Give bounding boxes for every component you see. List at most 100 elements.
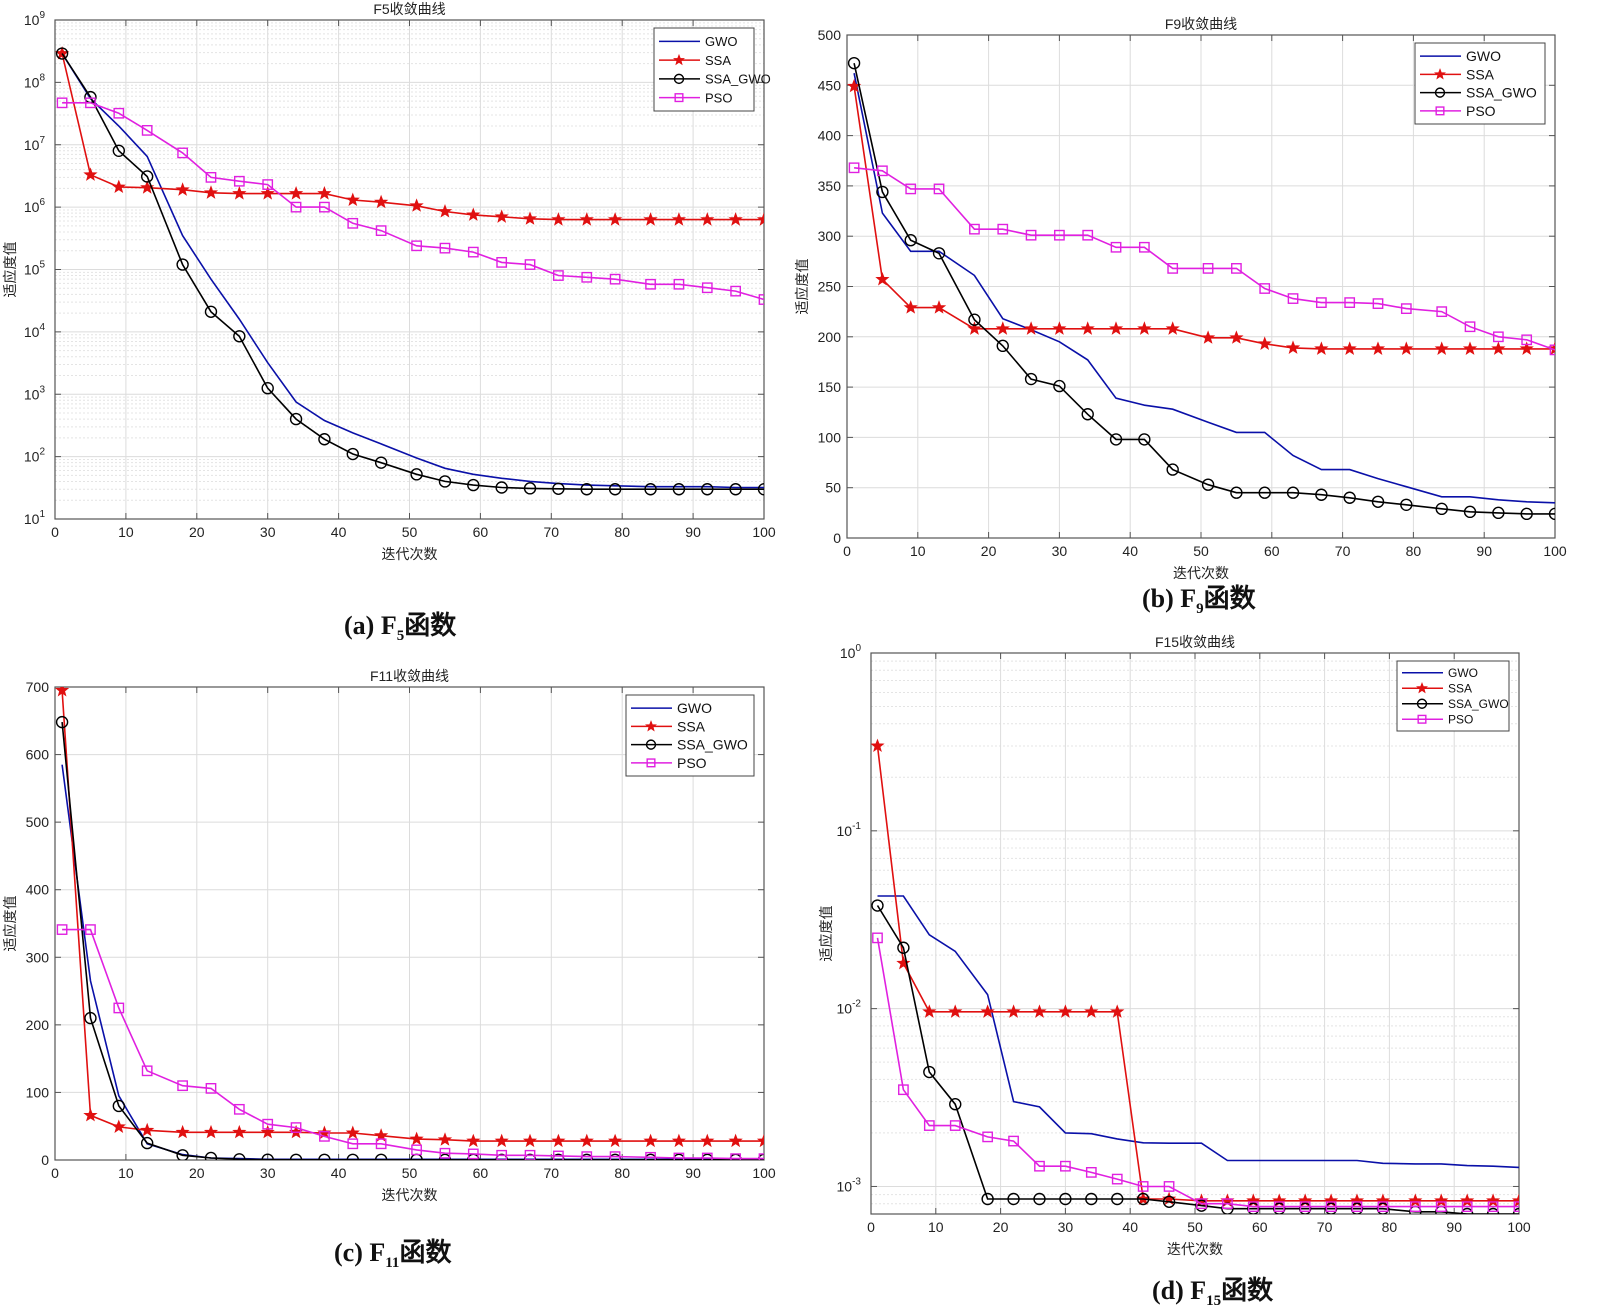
x-tick-label: 90 xyxy=(1446,1219,1462,1235)
marker-circle xyxy=(1033,1192,1046,1206)
marker-circle xyxy=(1258,486,1271,499)
legend-item-pso: PSO xyxy=(659,90,732,105)
marker-star xyxy=(175,1124,190,1139)
marker-star xyxy=(671,1133,686,1148)
marker-star xyxy=(1137,321,1152,335)
y-tick-label: 200 xyxy=(26,1017,50,1033)
x-tick-label: 80 xyxy=(614,1165,630,1181)
series-ssa xyxy=(55,687,764,1148)
marker-star xyxy=(1434,1193,1449,1207)
y-tick-label: 105 xyxy=(24,260,46,278)
chart-title: F11收敛曲线 xyxy=(370,668,449,684)
marker-star xyxy=(260,186,275,200)
caption-f5: (a) F5函数 xyxy=(344,605,456,645)
chart-title: F5收敛曲线 xyxy=(373,1,445,17)
legend-item-ssa: SSA xyxy=(659,53,731,68)
marker-circle xyxy=(1435,502,1448,516)
marker-circle xyxy=(644,1153,657,1160)
marker-star xyxy=(1511,1193,1519,1207)
marker-star xyxy=(700,1133,715,1148)
marker-circle xyxy=(1007,1192,1020,1206)
marker-circle xyxy=(140,170,154,183)
marker-square xyxy=(1299,1201,1311,1213)
series-gwo xyxy=(853,73,1555,504)
marker-star xyxy=(288,186,304,200)
chart-panel-f15: 0 10 20 30 40 50 60 70 80 90 100 10-3 10-2 10-1 100 F15… xyxy=(790,620,1600,1260)
marker-star xyxy=(1200,330,1216,344)
marker-circle xyxy=(140,1136,154,1150)
legend-label: SSA xyxy=(1466,66,1495,82)
marker-square xyxy=(1222,1198,1233,1210)
marker-square xyxy=(1315,297,1327,308)
x-tick-label: 90 xyxy=(685,1165,701,1181)
marker-circle xyxy=(410,468,423,481)
marker-circle xyxy=(897,941,910,954)
marker-star xyxy=(875,271,890,286)
marker-circle xyxy=(1371,495,1385,508)
chart-f9: 0 10 20 30 40 50 60 70 80 90 100 0 50 100 150 200 250 300… xyxy=(794,16,1567,581)
x-tick-label: 90 xyxy=(685,524,701,540)
marker-square xyxy=(1461,1201,1473,1213)
series-line xyxy=(853,73,1555,504)
x-tick-label: 80 xyxy=(614,524,630,540)
marker-square xyxy=(646,758,656,768)
legend-box xyxy=(653,27,755,112)
marker-square xyxy=(347,217,359,229)
caption-prefix: (c) F xyxy=(334,1238,386,1267)
x-tick-label: 0 xyxy=(51,1165,59,1181)
marker-circle xyxy=(1059,1192,1072,1206)
y-tick-label: 10-3 xyxy=(837,1176,862,1194)
marker-circle xyxy=(580,1153,593,1160)
marker-circle xyxy=(871,899,884,912)
marker-square xyxy=(1344,297,1356,308)
marker-star xyxy=(494,209,509,223)
marker-square xyxy=(439,1147,451,1159)
marker-circle xyxy=(645,739,657,750)
marker-square xyxy=(701,1152,713,1160)
x-tick-label: 20 xyxy=(189,1165,205,1181)
marker-star xyxy=(1032,1004,1047,1018)
marker-star xyxy=(1408,1193,1423,1207)
marker-square xyxy=(496,1149,508,1160)
x-tick-label: 50 xyxy=(402,1165,418,1181)
legend-item-ssa: SSA xyxy=(1402,682,1472,696)
marker-star xyxy=(522,1133,538,1148)
marker-square xyxy=(496,257,508,268)
marker-star xyxy=(608,1133,623,1148)
marker-star xyxy=(1080,321,1095,335)
marker-circle xyxy=(523,1153,537,1160)
y-tick-label: 10-2 xyxy=(837,999,862,1017)
marker-star xyxy=(55,687,70,697)
marker-circle xyxy=(949,1098,962,1111)
marker-star xyxy=(466,207,481,221)
marker-star xyxy=(1110,1004,1125,1018)
marker-circle xyxy=(876,185,889,199)
y-tick-label: 10-1 xyxy=(837,821,862,839)
y-tick-label: 100 xyxy=(26,1084,50,1100)
marker-square xyxy=(141,125,153,136)
x-tick-label: 30 xyxy=(1052,543,1068,559)
x-tick-label: 40 xyxy=(331,1165,347,1181)
y-tick-label: 104 xyxy=(24,322,46,340)
x-tick-label: 60 xyxy=(473,524,489,540)
marker-circle xyxy=(1400,498,1413,512)
marker-square xyxy=(949,1120,961,1131)
marker-circle xyxy=(608,1153,622,1160)
marker-square xyxy=(848,162,860,174)
marker-circle xyxy=(55,47,69,60)
legend-item-pso: PSO xyxy=(631,755,707,771)
marker-circle xyxy=(847,56,861,70)
marker-star xyxy=(409,198,424,212)
marker-square xyxy=(581,1151,593,1160)
marker-square xyxy=(113,107,125,119)
marker-star xyxy=(1024,321,1039,335)
chart-title: F9收敛曲线 xyxy=(1165,16,1237,32)
marker-square xyxy=(467,246,479,258)
x-tick-label: 60 xyxy=(1252,1219,1268,1235)
marker-square xyxy=(758,294,764,305)
marker-square xyxy=(319,201,330,213)
marker-circle xyxy=(318,433,331,446)
marker-square xyxy=(205,1082,217,1094)
